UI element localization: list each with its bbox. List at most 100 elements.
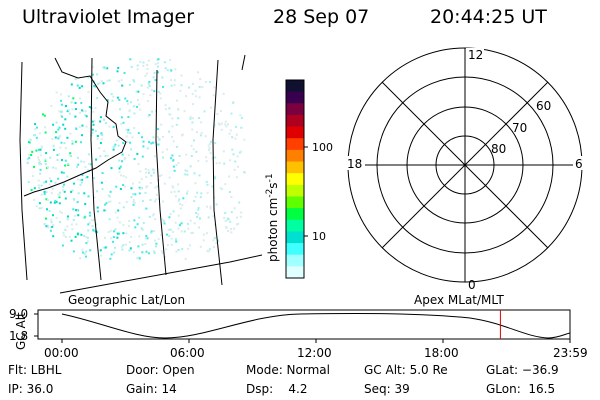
emission-dot — [165, 108, 167, 111]
emission-dot — [161, 251, 164, 254]
emission-dot — [71, 189, 74, 192]
emission-dot — [153, 71, 156, 74]
emission-dot — [227, 123, 230, 126]
emission-dot — [173, 190, 176, 193]
emission-dot — [63, 142, 66, 145]
emission-dot — [201, 86, 204, 88]
emission-dot — [110, 253, 113, 256]
emission-dot — [60, 141, 63, 144]
emission-dot — [38, 186, 41, 189]
emission-dot — [71, 142, 74, 145]
emission-dot — [72, 208, 75, 211]
status-ip: IP: 36.0 — [8, 382, 54, 396]
emission-dot — [165, 248, 168, 251]
emission-dot — [42, 113, 44, 116]
emission-dot — [150, 89, 153, 92]
emission-dot — [114, 228, 117, 231]
emission-dot — [85, 125, 88, 128]
emission-dot — [186, 247, 189, 250]
emission-dot — [157, 128, 159, 131]
emission-dot — [150, 230, 153, 233]
emission-dot — [126, 131, 129, 134]
emission-dot — [59, 146, 62, 149]
emission-dot — [56, 159, 59, 161]
emission-dot — [213, 123, 216, 126]
geographic-label: Geographic Lat/Lon — [68, 293, 186, 307]
emission-dot — [157, 71, 159, 74]
emission-dot — [100, 132, 103, 135]
orbit-ylabel-9: 9.0 — [9, 307, 29, 321]
emission-dot — [122, 184, 125, 186]
emission-dot — [70, 83, 73, 86]
emission-dot — [240, 150, 243, 153]
emission-dot — [116, 236, 119, 239]
emission-dot — [43, 223, 46, 226]
colorbar-segment — [286, 219, 304, 233]
emission-dot — [75, 128, 78, 130]
emission-dot — [93, 177, 96, 180]
emission-dot — [146, 86, 149, 89]
emission-dot — [224, 212, 227, 215]
emission-dot — [71, 140, 74, 142]
emission-dot — [55, 121, 58, 124]
emission-dot — [207, 216, 210, 219]
emission-dot — [27, 141, 30, 144]
emission-dot — [136, 68, 139, 71]
emission-dot — [64, 147, 67, 150]
emission-dot — [72, 250, 75, 253]
emission-dot — [186, 223, 189, 225]
emission-dot — [76, 84, 79, 87]
emission-dot — [141, 187, 144, 190]
emission-dot — [53, 201, 56, 204]
emission-dot — [233, 227, 236, 230]
emission-dot — [130, 148, 133, 151]
emission-dot — [184, 169, 187, 172]
emission-dot — [39, 148, 42, 151]
emission-dot — [223, 216, 226, 219]
emission-dot — [104, 203, 107, 206]
emission-dot — [118, 167, 121, 170]
emission-dot — [172, 159, 175, 162]
emission-dot — [26, 158, 29, 160]
emission-dot — [126, 100, 129, 103]
emission-dot — [176, 99, 178, 102]
emission-dot — [144, 191, 147, 194]
orbit-xlabel-0600: 06:00 — [170, 346, 205, 360]
emission-dot — [57, 128, 60, 131]
emission-dot — [193, 139, 195, 142]
emission-dot — [124, 97, 127, 100]
emission-dot — [63, 234, 65, 237]
emission-dot — [212, 215, 215, 218]
emission-dot — [112, 148, 115, 151]
emission-dot — [58, 202, 61, 205]
emission-dot — [116, 96, 119, 99]
colorbar-segment — [286, 173, 304, 186]
emission-dot — [27, 181, 30, 183]
lat-line — [59, 254, 263, 294]
emission-dot — [148, 85, 151, 87]
emission-dot — [175, 164, 178, 167]
emission-dot — [140, 178, 143, 181]
emission-dot — [197, 159, 200, 162]
emission-dot — [26, 161, 29, 164]
emission-dot — [83, 252, 86, 255]
emission-dot — [103, 209, 106, 212]
emission-dot — [118, 221, 121, 224]
emission-dot — [138, 257, 141, 260]
emission-dot — [220, 128, 223, 131]
emission-dot — [62, 244, 64, 247]
emission-dot — [142, 145, 145, 148]
emission-dot — [129, 141, 132, 144]
emission-dot — [224, 183, 227, 186]
emission-dot — [168, 107, 171, 110]
emission-dot — [79, 183, 82, 186]
emission-dot — [97, 82, 100, 85]
emission-dot — [221, 188, 224, 191]
emission-dot — [169, 58, 172, 61]
status-gain: Gain: 14 — [126, 382, 177, 396]
emission-dot — [200, 131, 203, 134]
orbit-plot-frame — [37, 309, 571, 340]
emission-dot — [218, 123, 221, 126]
colorbar-label-10: 10 — [312, 230, 326, 243]
